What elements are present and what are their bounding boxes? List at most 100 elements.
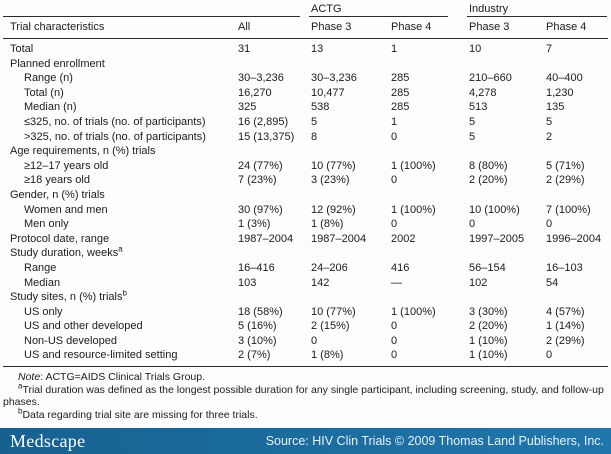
cell-value: 30–3,236 — [311, 72, 357, 85]
cell-value: — — [391, 276, 402, 289]
cell-value: 3 (30%) — [469, 305, 508, 318]
cell-value: 1 — [391, 43, 398, 55]
cell-value: 102 — [469, 276, 488, 289]
group-label-industry: Industry — [469, 3, 509, 15]
table-row: Gender, n (%) trials — [3, 188, 608, 203]
row-label: Protocol date, range — [10, 232, 110, 245]
row-label: Range — [24, 261, 57, 274]
cell-value — [467, 188, 544, 203]
cell-value: 5 — [469, 115, 476, 128]
cell-value — [236, 188, 309, 203]
row-label: Median — [24, 276, 61, 289]
cell-value: 1 (100%) — [391, 159, 436, 172]
source-attribution: Source: HIV Clin Trials © 2009 Thomas La… — [265, 434, 604, 448]
cell-value: 8 — [311, 130, 318, 143]
group-header-industry: Industry — [467, 2, 608, 17]
table-row: Median (n) 325 538 285 513 135 — [3, 100, 608, 115]
top-rule-cell — [3, 2, 309, 17]
cell-value: 10 (77%) — [311, 159, 356, 172]
trial-characteristics-table: ACTG Industry Trial characteristics All … — [3, 2, 609, 368]
row-label: US and resource-limited setting — [24, 349, 178, 362]
cell-value — [309, 57, 389, 72]
cell-value: 2 (20%) — [469, 174, 508, 187]
cell-value — [236, 144, 309, 159]
cell-value: 1 — [391, 115, 398, 128]
footnote-a-text: Trial duration was defined as the longes… — [3, 383, 604, 409]
cell-value — [309, 246, 389, 261]
row-label: Men only — [24, 218, 69, 231]
table-row: US only 18 (58%) 10 (77%) 1 (100%) 3 (30%) 4 … — [3, 305, 608, 320]
cell-value: 18 (58%) — [238, 305, 283, 318]
cell-value — [236, 290, 309, 305]
row-label: ≤325, no. of trials (no. of participants… — [24, 115, 206, 128]
cell-value: 2 (15%) — [311, 320, 350, 333]
top-rule — [3, 15, 300, 17]
table-row: ≥12–17 years old 24 (77%) 10 (77%) 1 (100%)… — [3, 159, 608, 174]
column-header-all: All — [236, 17, 309, 39]
cell-value: 0 — [311, 334, 318, 347]
cell-value: 7 — [546, 43, 553, 55]
footnote-a-marker: a — [18, 381, 23, 391]
cell-value: 10,477 — [311, 86, 345, 99]
cell-value: 16,270 — [238, 86, 272, 99]
column-header-trial-characteristics: Trial characteristics — [3, 17, 236, 39]
footnote-marker: b — [122, 290, 127, 298]
table-row: Non-US developed 3 (10%) 0 0 1 (10%) 2 (29%) — [3, 334, 608, 349]
cell-value: 285 — [391, 101, 410, 114]
cell-value: 16 (2,895) — [238, 115, 289, 128]
cell-value: 135 — [546, 101, 565, 114]
cell-value — [544, 188, 608, 203]
cell-value: 0 — [391, 218, 398, 231]
cell-value: 0 — [391, 349, 398, 362]
column-header-actg-phase4: Phase 4 — [389, 17, 467, 39]
row-label: ≥18 years old — [24, 174, 90, 187]
cell-value — [236, 57, 309, 72]
table-row: Age requirements, n (%) trials — [3, 144, 608, 159]
table-row: US and resource-limited setting 2 (7%) 1 (… — [3, 348, 608, 366]
row-label: >325, no. of trials (no. of participants… — [24, 130, 206, 143]
cell-value — [389, 188, 467, 203]
cell-value: 325 — [238, 101, 257, 114]
table-row: >325, no. of trials (no. of participants… — [3, 130, 608, 145]
row-label: Study duration, weeksa — [10, 246, 123, 260]
footnote-b-marker: b — [18, 406, 23, 416]
footnote-a: aTrial duration was defined as the longe… — [3, 381, 607, 409]
group-label-actg: ACTG — [311, 3, 342, 15]
cell-value: 1 (3%) — [238, 218, 271, 231]
table-row: Median 103 142 — 102 54 — [3, 276, 608, 291]
table-row: Men only 1 (3%) 1 (8%) 0 0 0 — [3, 217, 608, 232]
cell-value: 1987–2004 — [238, 232, 294, 245]
cell-value: 30–3,236 — [238, 72, 284, 85]
cell-value: 13 — [311, 43, 324, 55]
column-header-industry-phase3: Phase 3 — [467, 17, 544, 39]
cell-value — [467, 144, 544, 159]
cell-value: 5 — [546, 115, 553, 128]
cell-value: 8 (80%) — [469, 159, 508, 172]
cell-value: 31 — [238, 43, 251, 55]
cell-value: 2 (7%) — [238, 349, 271, 362]
cell-value: 1 (100%) — [391, 305, 436, 318]
table-row: Study duration, weeksa — [3, 246, 608, 261]
row-label: US only — [24, 305, 63, 318]
table-row: Protocol date, range 1987–2004 1987–2004 20… — [3, 232, 608, 247]
cell-value: 10 (100%) — [469, 203, 520, 216]
cell-value: 2002 — [391, 232, 416, 245]
note-label: Note — [18, 371, 41, 384]
cell-value: 210–660 — [469, 72, 512, 85]
cell-value: 103 — [238, 276, 257, 289]
cell-value: 16–416 — [238, 261, 275, 274]
cell-value — [544, 290, 608, 305]
cell-value: 16–103 — [546, 261, 583, 274]
table-row: ≥18 years old 7 (23%) 3 (23%) 0 2 (20%) 2 (29… — [3, 173, 608, 188]
table-row: US and other developed 5 (16%) 2 (15%) 0 2 (… — [3, 319, 608, 334]
cell-value: 5 — [311, 115, 318, 128]
table-row: Planned enrollment — [3, 57, 608, 72]
cell-value — [309, 188, 389, 203]
row-label: Women and men — [24, 203, 108, 216]
cell-value: 40–400 — [546, 72, 583, 85]
cell-value: 1996–2004 — [546, 232, 602, 245]
cell-value: 1,230 — [546, 86, 574, 99]
footnote-b: bData regarding trial site are missing f… — [3, 406, 607, 422]
cell-value: 0 — [391, 130, 398, 143]
